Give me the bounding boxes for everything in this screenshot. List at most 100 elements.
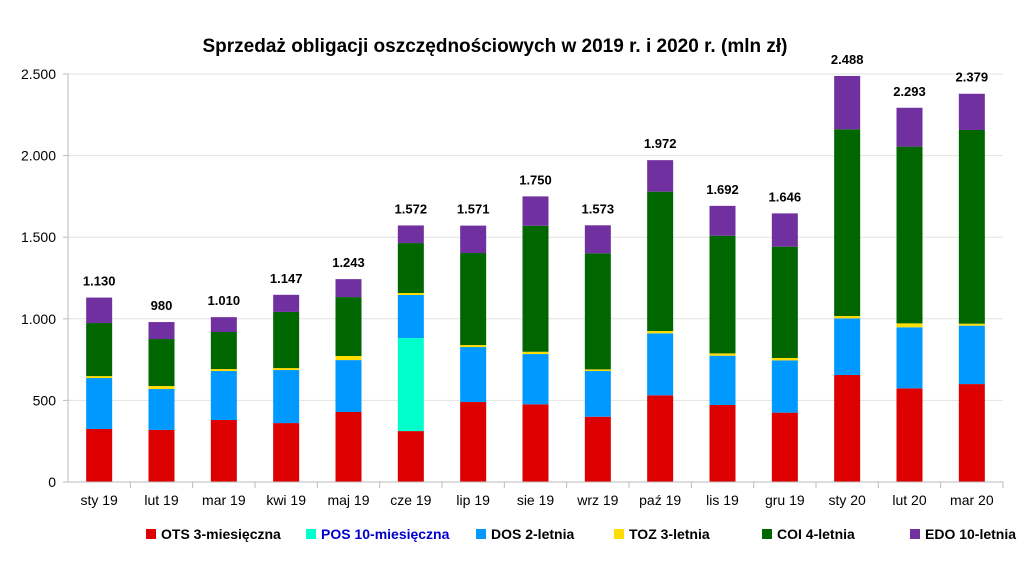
bar-segment-dos — [273, 370, 300, 424]
x-tick-label: cze 19 — [390, 492, 431, 508]
total-data-label: 1.571 — [457, 202, 490, 217]
bar-segment-edo — [148, 322, 175, 340]
x-tick-label: wrz 19 — [576, 492, 618, 508]
total-data-label: 1.572 — [395, 201, 428, 216]
bar-segment-toz — [958, 323, 985, 326]
legend-label: OTS 3-miesięczna — [161, 526, 281, 542]
bar-segment-coi — [86, 323, 113, 377]
bar-segment-pos — [397, 338, 424, 432]
total-data-label: 1.692 — [706, 182, 739, 197]
bar-segment-dos — [709, 355, 736, 405]
bar-segment-dos — [647, 333, 674, 396]
total-data-label: 2.488 — [831, 52, 864, 67]
legend-item: TOZ 3-letnia — [614, 526, 710, 542]
y-tick-label: 2.500 — [21, 66, 56, 82]
bar-segment-ots — [273, 423, 300, 482]
bar-segment-toz — [273, 368, 300, 371]
y-tick-label: 1.000 — [21, 311, 56, 327]
bar-segment-ots — [896, 388, 923, 482]
bar-segment-ots — [958, 384, 985, 482]
bar-segment-ots — [210, 419, 237, 482]
total-data-label: 1.147 — [270, 271, 303, 286]
bar-segment-ots — [397, 431, 424, 482]
bar-segment-toz — [771, 357, 798, 361]
y-tick-label: 0 — [48, 474, 56, 490]
bar-segment-ots — [584, 416, 611, 482]
bar-segment-toz — [397, 293, 424, 295]
bar-segment-toz — [834, 316, 861, 319]
legend-label: EDO 10-letnia — [925, 526, 1016, 542]
y-tick-label: 2.000 — [21, 148, 56, 164]
bar-segment-edo — [958, 93, 985, 130]
bar-segment-dos — [771, 360, 798, 413]
bar-segment-toz — [335, 356, 362, 361]
legend-swatch — [146, 529, 156, 539]
legend-swatch — [306, 529, 316, 539]
x-tick-label: kwi 19 — [266, 492, 306, 508]
x-tick-label: maj 19 — [327, 492, 369, 508]
legend-label: DOS 2-letnia — [491, 526, 574, 542]
bar-segment-dos — [335, 360, 362, 412]
bar-segment-ots — [335, 411, 362, 482]
bar-segment-dos — [584, 371, 611, 417]
bar-segment-edo — [397, 225, 424, 244]
total-data-label: 1.130 — [83, 274, 116, 289]
bar-segment-toz — [584, 369, 611, 372]
bar-segment-coi — [958, 129, 985, 324]
y-tick-label: 500 — [33, 392, 57, 408]
bar-segment-coi — [522, 225, 549, 352]
bar-segment-coi — [148, 339, 175, 387]
total-data-label: 2.293 — [893, 84, 926, 99]
x-tick-label: lut 20 — [892, 492, 926, 508]
bar-segment-edo — [210, 317, 237, 333]
bar-segment-toz — [896, 323, 923, 328]
x-tick-label: mar 19 — [202, 492, 246, 508]
x-tick-label: lip 19 — [456, 492, 490, 508]
legend-label: POS 10-miesięczna — [321, 526, 450, 542]
legend-swatch — [614, 529, 624, 539]
bar-segment-ots — [709, 404, 736, 482]
bar-segment-coi — [460, 253, 487, 346]
bar-segment-coi — [834, 129, 861, 317]
bar-segment-toz — [86, 376, 113, 379]
bar-segment-coi — [584, 253, 611, 370]
bar-segment-dos — [896, 327, 923, 389]
x-tick-label: lut 19 — [144, 492, 178, 508]
x-tick-label: mar 20 — [950, 492, 994, 508]
bar-segment-coi — [335, 297, 362, 357]
bar-segment-coi — [771, 246, 798, 358]
bar-segment-ots — [86, 428, 113, 482]
bar-segment-ots — [834, 374, 861, 482]
x-tick-label: paź 19 — [639, 492, 681, 508]
bar-segment-edo — [273, 294, 300, 312]
bar-segment-edo — [584, 225, 611, 254]
bar-segment-toz — [210, 369, 237, 372]
legend-swatch — [910, 529, 920, 539]
bar-segment-dos — [210, 371, 237, 420]
total-data-label: 1.010 — [208, 293, 241, 308]
bar-segment-coi — [647, 191, 674, 332]
legend: OTS 3-miesięczna POS 10-miesięczna DOS 2-l… — [146, 526, 1016, 542]
total-data-label: 1.243 — [332, 255, 365, 270]
bar-segment-toz — [647, 331, 674, 334]
bar-segment-coi — [210, 332, 237, 370]
bar-segment-coi — [896, 146, 923, 324]
total-data-label: 980 — [151, 298, 173, 313]
bar-segment-ots — [771, 412, 798, 482]
total-data-label: 1.646 — [769, 189, 802, 204]
total-data-label: 1.750 — [519, 172, 552, 187]
bar-segment-dos — [522, 354, 549, 405]
bar-segment-edo — [522, 196, 549, 226]
x-tick-label: sty 19 — [80, 492, 118, 508]
bar-segment-edo — [335, 279, 362, 298]
bar-segment-edo — [834, 75, 861, 130]
legend-item: DOS 2-letnia — [476, 526, 574, 542]
bar-segment-edo — [460, 225, 487, 254]
x-tick-label: lis 19 — [706, 492, 739, 508]
bar-segment-ots — [522, 404, 549, 482]
x-tick-label: gru 19 — [765, 492, 805, 508]
bar-segment-edo — [896, 107, 923, 147]
bar-segment-toz — [148, 386, 175, 389]
bar-segment-edo — [647, 160, 674, 192]
